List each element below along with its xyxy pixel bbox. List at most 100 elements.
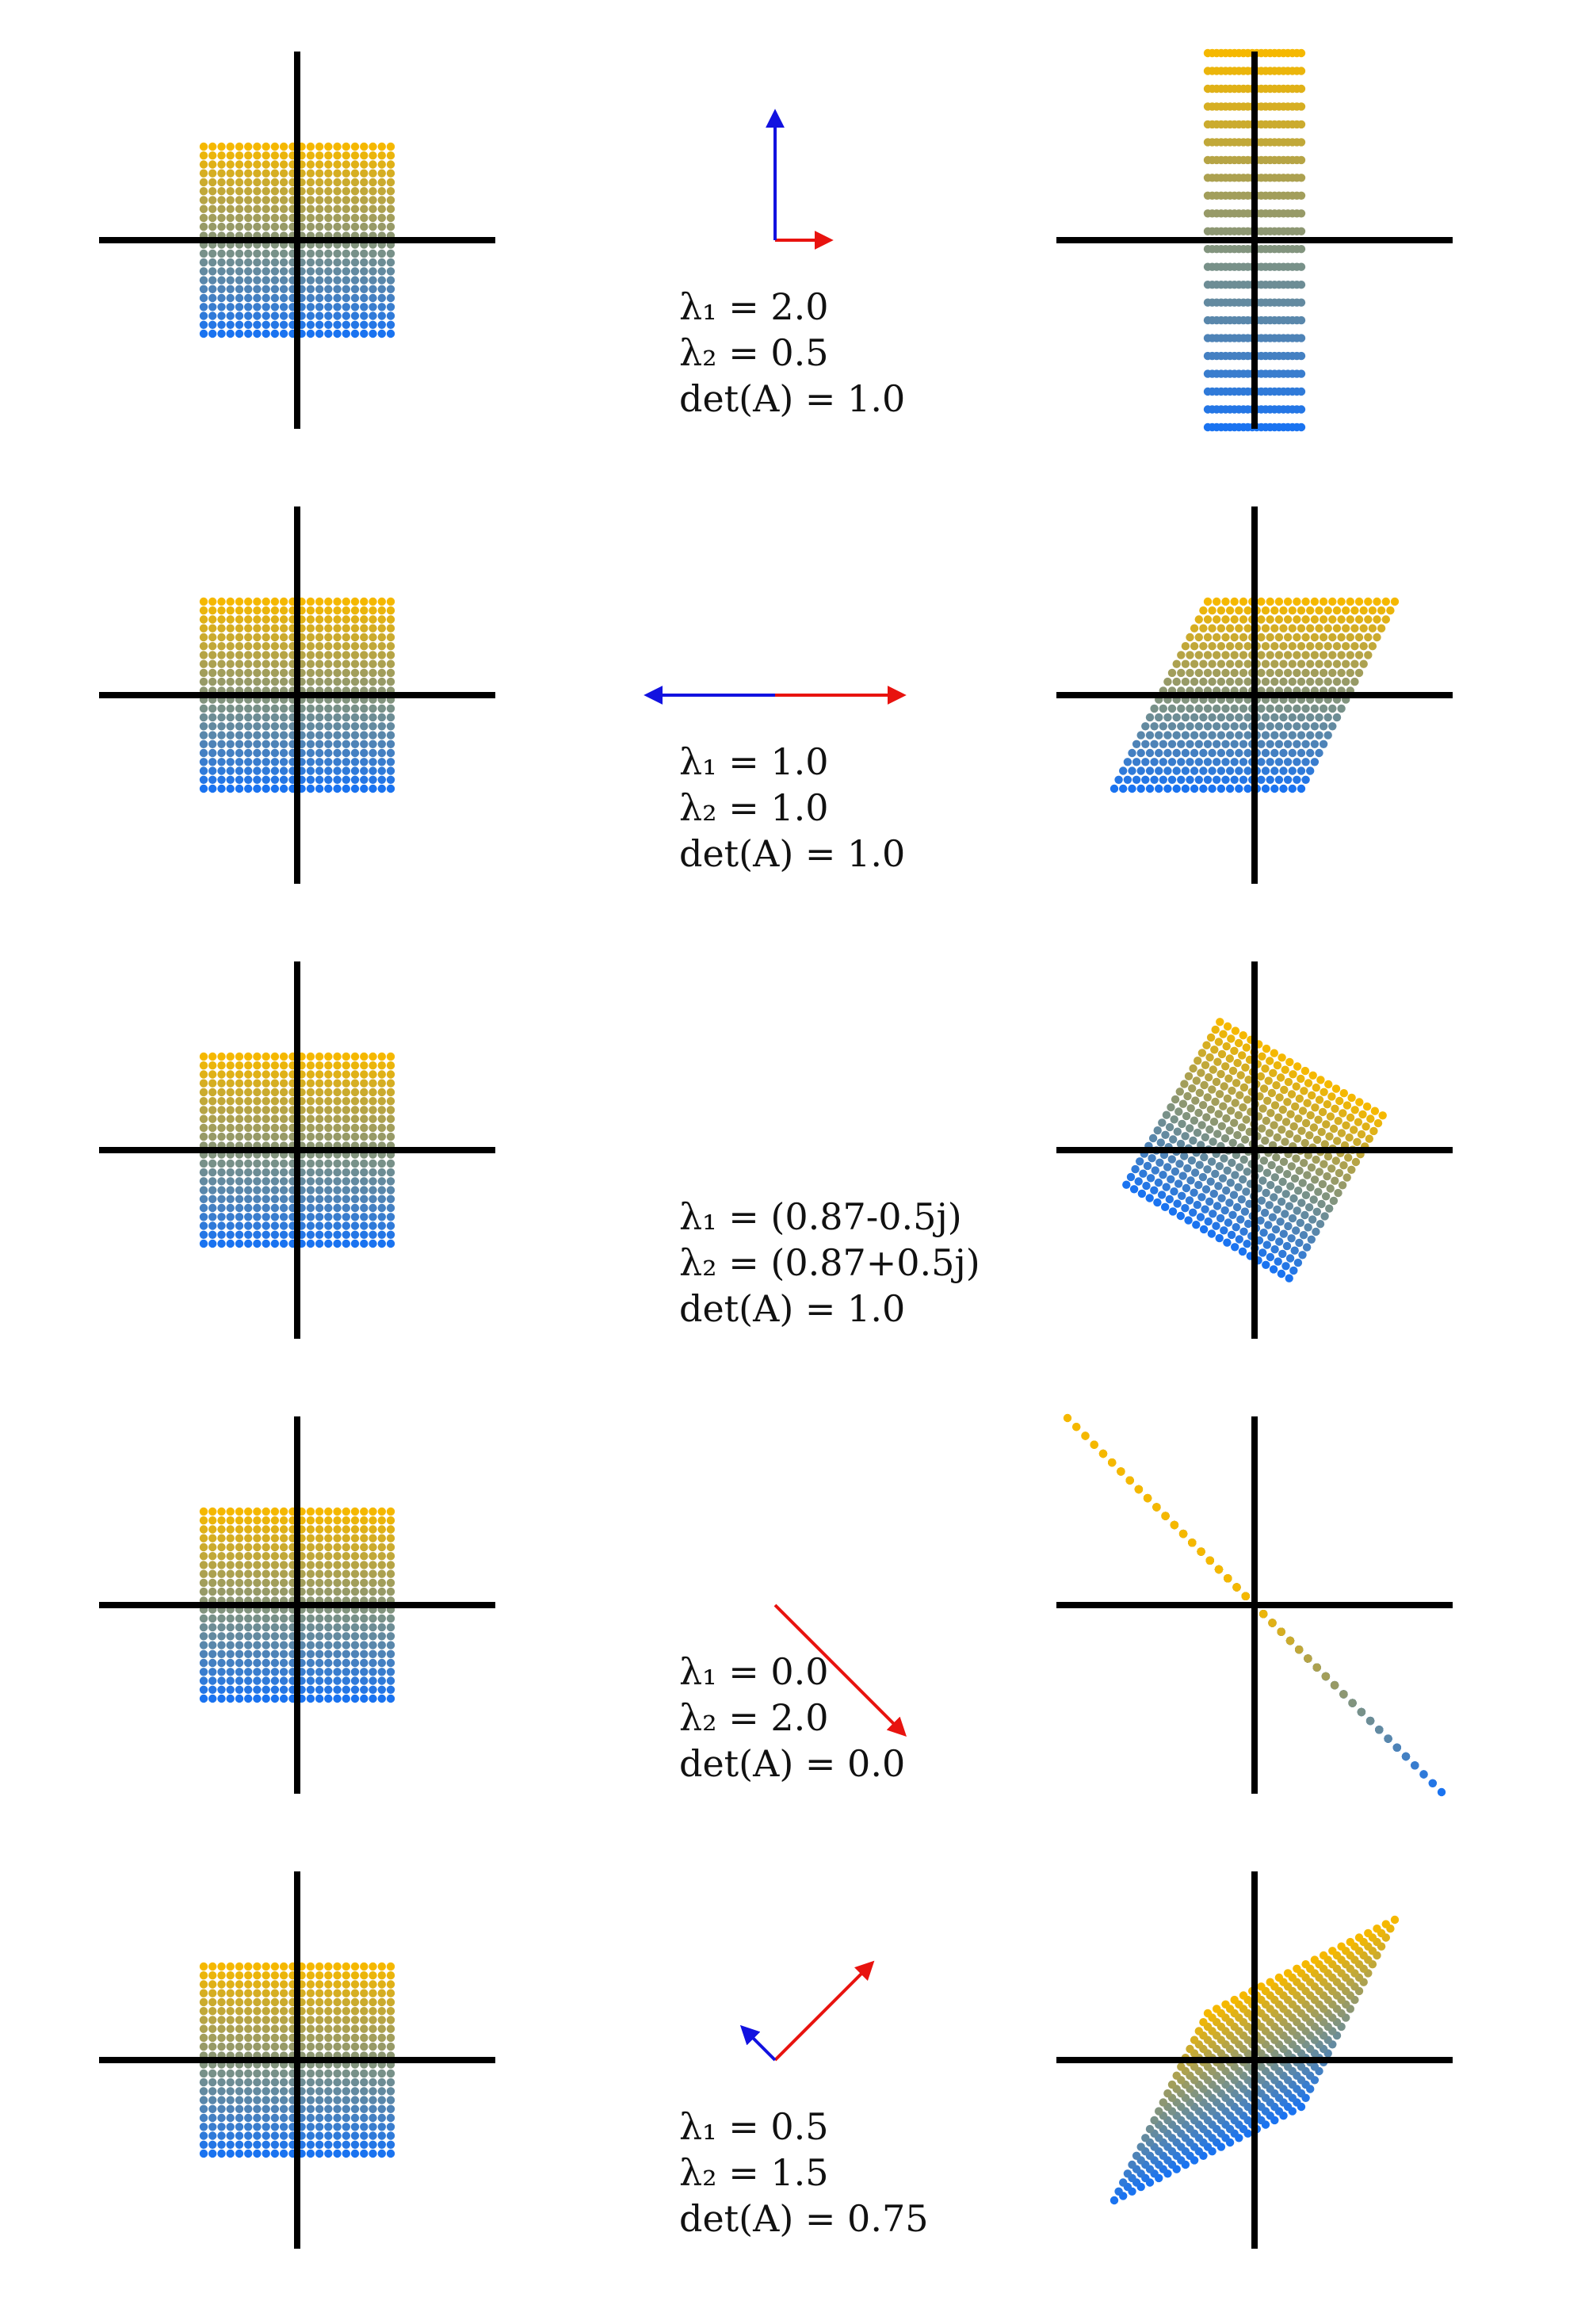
original-grid-point: [333, 293, 342, 303]
original-grid-point: [315, 160, 324, 169]
transformed-grid-point: [1203, 633, 1213, 642]
original-grid-point: [279, 1578, 288, 1588]
original-grid-point: [235, 249, 244, 258]
original-grid-point: [199, 1061, 208, 1070]
original-grid-point: [253, 1641, 262, 1649]
original-grid-point: [342, 312, 350, 320]
original-grid-point: [315, 1587, 324, 1596]
original-grid-point: [342, 2140, 350, 2149]
transformed-grid-point: [1235, 766, 1243, 775]
transformed-grid-point: [1342, 1121, 1350, 1130]
transformed-grid-point: [1172, 731, 1181, 740]
transformed-grid-point: [1235, 659, 1243, 668]
original-grid-point: [244, 1168, 253, 1177]
transformed-grid-point: [1197, 1193, 1206, 1202]
transformed-grid-point: [1297, 1126, 1306, 1135]
transformed-grid-point: [1306, 713, 1315, 722]
original-grid-point: [226, 642, 235, 651]
original-grid-point: [333, 1097, 342, 1106]
original-grid-point: [369, 606, 377, 615]
transformed-grid-point: [1215, 1090, 1224, 1099]
transformed-grid-point: [1243, 731, 1252, 740]
original-grid-point: [377, 597, 386, 606]
original-grid-point: [342, 1061, 350, 1070]
transformed-grid-point: [1141, 775, 1150, 784]
original-grid-point: [324, 1676, 333, 1685]
transformed-grid-point: [1266, 722, 1274, 731]
original-grid-point: [217, 285, 226, 293]
original-grid-point: [350, 160, 360, 169]
transformed-grid-point: [1310, 651, 1320, 659]
original-grid-point: [253, 659, 262, 668]
transformed-grid-point: [1216, 606, 1226, 615]
original-grid-point: [377, 293, 386, 303]
original-grid-point: [369, 1213, 377, 1221]
original-grid-point: [333, 178, 342, 187]
transformed-grid-point: [1279, 1157, 1289, 1167]
original-grid-point: [270, 1213, 280, 1221]
original-grid-point: [208, 213, 217, 223]
lambda1-label: λ₁ = (0.87-0.5j): [679, 1195, 962, 1238]
original-grid-point: [199, 2077, 208, 2087]
original-grid-point: [279, 615, 288, 624]
original-grid-point: [235, 1239, 244, 1248]
original-grid-point: [350, 2140, 360, 2149]
original-grid-point: [262, 213, 270, 223]
original-grid-point: [350, 784, 360, 793]
original-grid-point: [386, 249, 395, 258]
transformed-grid-point: [1328, 651, 1337, 659]
transformed-grid-point: [1132, 2151, 1141, 2160]
original-grid-point: [350, 1685, 360, 1694]
transformed-grid-point: [1228, 1086, 1236, 1095]
original-grid-point: [217, 1186, 226, 1194]
transformed-grid-point: [1292, 1154, 1300, 1163]
original-grid-point: [279, 2149, 288, 2158]
transformed-grid-point: [1297, 245, 1306, 254]
original-grid-point: [369, 1159, 377, 1168]
original-grid-point: [386, 731, 395, 740]
original-grid-point: [208, 2069, 217, 2078]
original-grid-point: [324, 1106, 333, 1114]
original-grid-point: [369, 267, 377, 276]
original-grid-point: [315, 1694, 324, 1703]
transformed-grid-point: [1239, 758, 1248, 766]
transformed-grid-point: [1257, 668, 1266, 678]
original-grid-point: [208, 1177, 217, 1186]
transformed-grid-point: [1337, 651, 1346, 659]
transformed-grid-point: [1203, 668, 1213, 678]
transformed-grid-point: [1437, 1787, 1446, 1797]
original-grid-point: [208, 1980, 217, 1989]
original-grid-point: [270, 160, 280, 169]
original-grid-point: [244, 267, 253, 276]
original-grid-point: [333, 1177, 342, 1186]
original-grid-point: [306, 204, 315, 213]
transformed-grid-point: [1190, 1188, 1198, 1197]
transformed-grid-point: [1236, 1091, 1244, 1099]
original-grid-point: [262, 249, 270, 258]
original-grid-point: [270, 204, 280, 213]
original-grid-point: [244, 1079, 253, 1087]
transformed-grid-point: [1221, 758, 1230, 766]
original-grid-point: [342, 160, 350, 169]
original-grid-point: [208, 1578, 217, 1588]
transformed-grid-point: [1296, 1218, 1305, 1228]
original-grid-point: [386, 1632, 395, 1641]
original-grid-point: [262, 1962, 270, 1971]
original-grid-point: [350, 748, 360, 758]
original-grid-point: [279, 2033, 288, 2043]
original-grid-point: [235, 1997, 244, 2007]
transformed-grid-point: [1207, 1157, 1216, 1166]
original-grid-point: [369, 784, 377, 793]
original-grid-point: [279, 722, 288, 731]
transformed-grid-point: [1190, 766, 1199, 775]
original-grid-point: [377, 187, 386, 196]
transformed-grid-point: [1190, 642, 1199, 651]
original-grid-point: [369, 1980, 377, 1989]
transformed-grid-point: [1235, 642, 1243, 651]
transformed-grid-point: [1230, 1046, 1239, 1056]
original-grid-point: [217, 1525, 226, 1534]
original-grid-point: [235, 1159, 244, 1168]
original-grid-point: [315, 178, 324, 187]
original-grid-point: [244, 1587, 253, 1596]
transformed-grid-point: [1283, 1098, 1292, 1107]
